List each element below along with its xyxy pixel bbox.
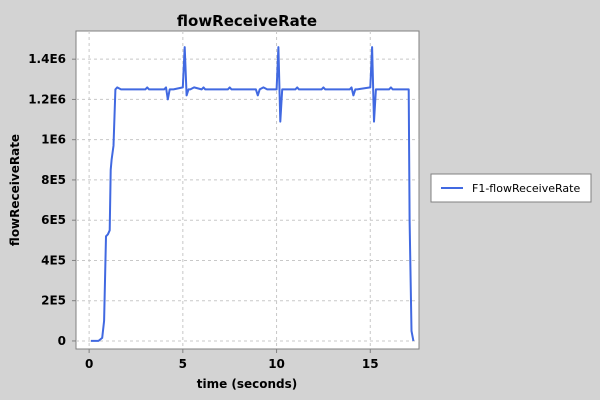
y-tick-label: 8E5 [41,173,66,187]
series-line [91,46,415,342]
y-tick-label: 1.4E6 [28,52,66,66]
y-axis-ticks: 0 2E5 4E5 6E5 8E5 1E6 1.2E6 1.4E6 [28,52,76,348]
plot-area [75,30,420,350]
y-tick-label: 1E6 [41,133,66,147]
y-tick-label: 4E5 [41,253,66,267]
legend-item-label: F1-flowReceiveRate [472,182,580,195]
grid-lines [76,31,419,349]
y-tick-label: 0 [58,334,66,348]
y-tick-label: 1.2E6 [28,92,66,106]
y-axis-label: flowReceiveRate [8,134,22,246]
x-tick-label: 10 [268,357,285,371]
legend: F1-flowReceiveRate [430,173,592,203]
x-axis-label: time (seconds) [197,377,298,391]
x-tick-label: 0 [85,357,93,371]
x-tick-label: 5 [179,357,187,371]
chart-title: flowReceiveRate [177,12,317,30]
x-axis-ticks: 0 5 10 15 [85,349,379,371]
y-tick-label: 6E5 [41,213,66,227]
y-tick-label: 2E5 [41,294,66,308]
series-lines [91,46,415,342]
x-tick-label: 15 [362,357,379,371]
